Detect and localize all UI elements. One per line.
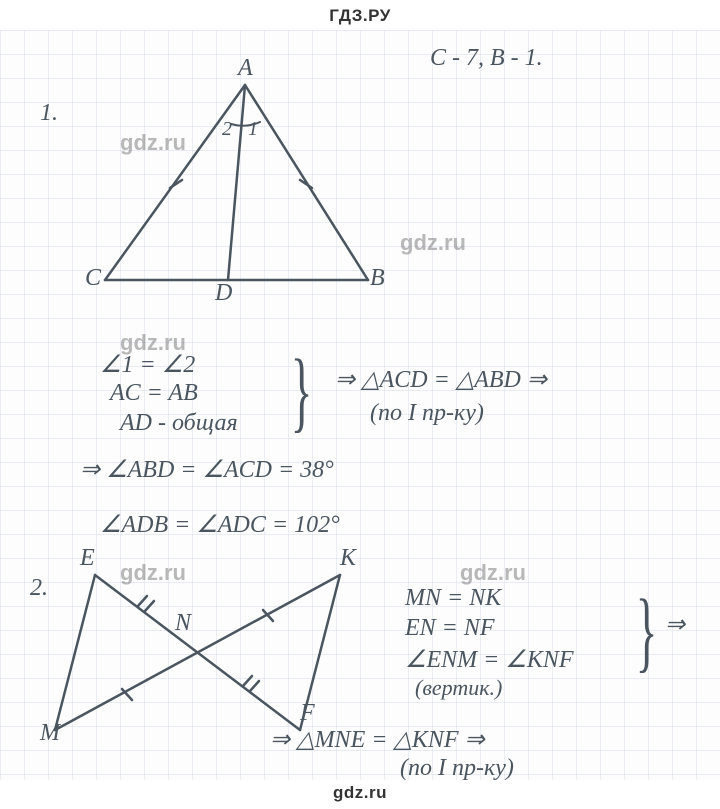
- line-vert-note: (вертик.): [415, 675, 502, 701]
- vertex-a: A: [238, 55, 253, 82]
- angle-2-label: 2: [222, 118, 232, 141]
- line-vert-angles: ∠ENM = ∠KNF: [405, 645, 574, 674]
- problem-1-number: 1.: [40, 100, 58, 127]
- site-footer: gdz.ru: [0, 783, 720, 803]
- line-arrow-2: ⇒: [665, 610, 685, 639]
- line-congruence-2: ⇒ △MNE = △KNF ⇒: [270, 725, 485, 754]
- line-mn-nk: MN = NK: [405, 585, 501, 612]
- geometry-figures: [0, 30, 720, 780]
- angle-1-label: 1: [248, 118, 258, 141]
- site-header: ГДЗ.РУ: [0, 6, 720, 26]
- variant-label: С - 7, В - 1.: [430, 45, 543, 72]
- line-en-nf: EN = NF: [405, 615, 495, 642]
- problem-2-number: 2.: [30, 575, 48, 602]
- line-side-eq: AC = AB: [110, 380, 198, 407]
- brace-2: }: [636, 580, 658, 683]
- vertex-b: B: [370, 265, 385, 292]
- line-common-side: AD - общая: [120, 410, 238, 437]
- line-reason-1: (по I пр-ку): [370, 400, 484, 427]
- line-angle-eq: ∠1 = ∠2: [100, 350, 195, 379]
- line-reason-2: (по I пр-ку): [400, 755, 514, 782]
- vertex-m: M: [40, 720, 60, 747]
- vertex-f: F: [300, 700, 315, 727]
- vertex-k: K: [340, 545, 356, 572]
- brace-1: }: [291, 340, 313, 443]
- vertex-d: D: [215, 280, 232, 307]
- line-result-angles: ⇒ ∠ABD = ∠ACD = 38°: [80, 455, 334, 484]
- vertex-e: E: [80, 545, 95, 572]
- line-result-angles-2: ∠ADB = ∠ADC = 102°: [100, 510, 340, 539]
- vertex-c: C: [85, 265, 101, 292]
- line-congruence-1: ⇒ △ACD = △ABD ⇒: [335, 365, 547, 394]
- vertex-n: N: [175, 610, 191, 637]
